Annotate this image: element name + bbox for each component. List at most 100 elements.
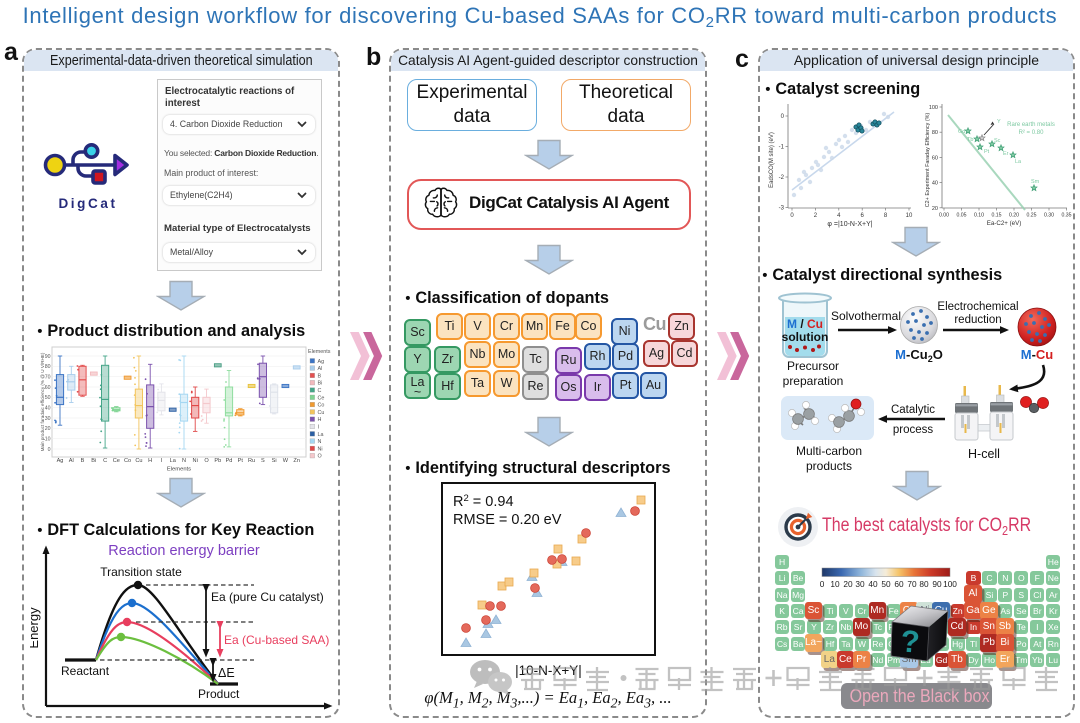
svg-text:N: N [318,439,322,445]
svg-text:Ag: Ag [57,458,64,464]
svg-text:Cu: Cu [135,458,142,464]
svg-text:Pt: Pt [984,149,990,155]
svg-text:Sm: Sm [1031,179,1040,185]
svg-text:Elements: Elements [167,467,191,473]
svg-text:Pb: Pb [214,458,221,464]
svg-text:0: 0 [781,114,785,120]
svg-text:50: 50 [45,395,51,401]
svg-text:ΔE: ΔE [218,666,235,680]
svg-text:Rare earth metals: Rare earth metals [1007,122,1055,128]
svg-text:La: La [318,432,324,438]
svg-text:30: 30 [45,416,51,422]
svg-text:Reactant: Reactant [61,664,110,678]
svg-text:Al: Al [69,458,74,464]
svg-text:I: I [318,425,320,431]
svg-text:C: C [103,458,107,464]
svg-text:0.35: 0.35 [1061,213,1071,219]
svg-text:O: O [318,454,322,460]
svg-text:φ =|10-N-X+Y|: φ =|10-N-X+Y| [827,221,872,228]
svg-text:80: 80 [932,130,938,136]
svg-text:-2: -2 [779,175,785,181]
svg-text:60: 60 [894,579,904,589]
svg-text:0.20: 0.20 [1009,213,1019,219]
svg-text:Pt: Pt [238,458,244,464]
svg-text:Co: Co [318,403,325,409]
svg-text:Y: Y [997,119,1001,125]
svg-text:DigCat: DigCat [58,196,117,211]
svg-text:30: 30 [855,579,865,589]
svg-text:0.15: 0.15 [991,213,1001,219]
svg-text:60: 60 [45,385,51,391]
svg-text:70: 70 [907,579,917,589]
svg-text:La: La [1015,159,1022,165]
svg-text:6: 6 [861,213,865,219]
svg-text:0.30: 0.30 [1044,213,1054,219]
svg-text:reduction: reduction [954,314,1001,326]
svg-text:La: La [170,458,177,464]
svg-text:Bi: Bi [91,458,96,464]
svg-text:Ag: Ag [318,359,325,365]
svg-text:Er: Er [1003,151,1009,157]
svg-text:Product: Product [198,687,240,701]
svg-text:solution: solution [782,330,829,344]
svg-text:100: 100 [929,105,938,111]
svg-text:M-Cu2O: M-Cu2O [895,347,943,364]
svg-text:Ce: Ce [318,395,325,401]
svg-text:90: 90 [45,354,51,360]
svg-text:Si: Si [272,458,277,464]
svg-text:70: 70 [45,375,51,381]
svg-text:R2 = 0.94: R2 = 0.94 [453,493,514,510]
svg-text:60: 60 [932,155,938,161]
svg-text:W: W [283,458,289,464]
svg-text:Ni: Ni [193,458,198,464]
svg-text:10: 10 [45,437,51,443]
svg-text:B: B [318,373,322,379]
svg-text:Transition state: Transition state [100,565,182,579]
svg-text:R² = 0.80: R² = 0.80 [1019,130,1045,136]
svg-text:N: N [182,458,186,464]
svg-text:20: 20 [932,206,938,212]
svg-text:?: ? [900,623,921,659]
svg-text:20: 20 [843,579,853,589]
svg-text:0.00: 0.00 [939,213,949,219]
svg-text:EadsCO(M site) (eV): EadsCO(M site) (eV) [769,132,775,188]
svg-text:M / Cu: M / Cu [787,317,823,331]
svg-text:process: process [893,424,934,436]
svg-text:0.10: 0.10 [974,213,984,219]
svg-text:40: 40 [932,181,938,187]
svg-text:H: H [318,417,322,423]
svg-text:0.05: 0.05 [956,213,966,219]
svg-text:100: 100 [943,579,957,589]
svg-text:20: 20 [45,426,51,432]
svg-text:Ea (Cu-based SAA): Ea (Cu-based SAA) [224,633,329,647]
svg-text:O: O [204,458,209,464]
svg-text:-3: -3 [779,206,785,212]
svg-text:S: S [261,458,265,464]
svg-text:RMSE = 0.20 eV: RMSE = 0.20 eV [453,512,562,528]
svg-text:Elements: Elements [308,349,331,355]
svg-text:Electrochemical: Electrochemical [937,301,1018,313]
svg-text:Solvothermal: Solvothermal [831,309,901,323]
svg-text:Ce: Ce [113,458,120,464]
svg-text:Al: Al [318,366,323,372]
svg-text:M-Cu: M-Cu [1021,347,1054,362]
svg-text:Ea (pure Cu catalyst): Ea (pure Cu catalyst) [211,590,324,604]
svg-text:8: 8 [884,213,888,219]
svg-text:10: 10 [830,579,840,589]
svg-text:Sc: Sc [994,138,1001,144]
svg-text:Ea-C2+ (eV): Ea-C2+ (eV) [987,220,1022,227]
svg-text:80: 80 [919,579,929,589]
svg-text:0: 0 [820,579,825,589]
svg-text:Catalytic: Catalytic [891,404,935,416]
svg-text:-1: -1 [779,145,785,151]
svg-text:50: 50 [881,579,891,589]
svg-text:4: 4 [837,213,841,219]
svg-text:Energy: Energy [30,607,41,649]
svg-text:0: 0 [48,447,51,453]
svg-text:I: I [161,458,163,464]
svg-text:Bi: Bi [318,381,323,387]
svg-text:40: 40 [45,406,51,412]
svg-text:Cu: Cu [318,410,325,416]
svg-text:Zn: Zn [293,458,300,464]
svg-text:0: 0 [790,213,794,219]
